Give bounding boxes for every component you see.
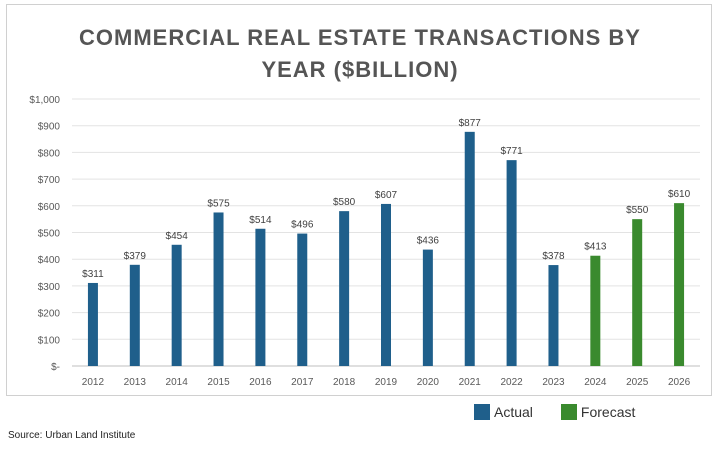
data-label: $575 [207, 198, 230, 209]
data-label: $514 [249, 215, 272, 226]
y-tick-label: $200 [38, 309, 61, 320]
bar [87, 282, 98, 366]
x-tick-label: 2013 [124, 377, 147, 388]
bar [590, 255, 601, 366]
x-tick-label: 2014 [166, 377, 189, 388]
data-label: $436 [417, 236, 440, 247]
y-tick-label: $300 [38, 282, 61, 293]
chart-title-line-1: COMMERCIAL REAL ESTATE TRANSACTIONS BY [79, 25, 641, 50]
data-label: $550 [626, 205, 649, 216]
x-tick-label: 2017 [291, 377, 314, 388]
x-tick-label: 2023 [542, 377, 565, 388]
data-label: $771 [500, 146, 523, 157]
legend-label-actual: Actual [494, 404, 533, 420]
x-tick-label: 2025 [626, 377, 649, 388]
bar [548, 265, 559, 366]
data-label: $413 [584, 242, 607, 253]
y-tick-label: $- [51, 362, 60, 373]
bar [297, 233, 308, 366]
bar [632, 219, 643, 366]
legend-swatch-actual [474, 404, 490, 420]
bar [506, 160, 517, 366]
x-tick-label: 2021 [459, 377, 482, 388]
bar [674, 203, 685, 366]
bar [339, 211, 350, 366]
data-label: $379 [124, 251, 147, 262]
data-label: $580 [333, 197, 356, 208]
y-tick-label: $1,000 [29, 95, 60, 106]
data-label: $311 [82, 269, 104, 280]
y-tick-label: $900 [38, 122, 61, 133]
x-tick-label: 2019 [375, 377, 398, 388]
x-tick-label: 2020 [417, 377, 440, 388]
x-tick-label: 2018 [333, 377, 356, 388]
x-tick-label: 2016 [249, 377, 272, 388]
x-tick-label: 2012 [82, 377, 105, 388]
bar [422, 249, 433, 366]
x-tick-label: 2026 [668, 377, 691, 388]
x-tick-label: 2015 [207, 377, 230, 388]
legend-item-actual: Actual [474, 404, 533, 420]
data-label: $610 [668, 189, 691, 200]
x-tick-label: 2022 [500, 377, 523, 388]
source-note: Source: Urban Land Institute [8, 430, 136, 441]
legend-swatch-forecast [560, 404, 577, 420]
data-label: $877 [459, 118, 482, 129]
data-label: $378 [542, 251, 565, 262]
bar [171, 244, 182, 366]
data-label: $496 [291, 220, 314, 231]
bar [255, 228, 266, 366]
data-label: $454 [166, 231, 189, 242]
bar [464, 131, 475, 366]
y-tick-label: $600 [38, 202, 61, 213]
legend-label-forecast: Forecast [580, 404, 636, 420]
data-label: $607 [375, 190, 398, 201]
y-tick-label: $500 [38, 229, 61, 240]
y-tick-label: $100 [38, 335, 61, 346]
bar [381, 203, 391, 366]
chart-title-line-2: YEAR ($BILLION) [261, 57, 459, 82]
y-tick-label: $700 [38, 175, 61, 186]
y-tick-label: $800 [38, 148, 61, 159]
legend-item-forecast: Forecast [560, 404, 636, 420]
legend: Actual Forecast [474, 404, 663, 420]
x-tick-label: 2024 [584, 377, 607, 388]
bar [213, 212, 224, 366]
chart-title: COMMERCIAL REAL ESTATE TRANSACTIONS BY Y… [60, 22, 660, 86]
bar [129, 264, 140, 366]
y-tick-label: $400 [38, 255, 61, 266]
